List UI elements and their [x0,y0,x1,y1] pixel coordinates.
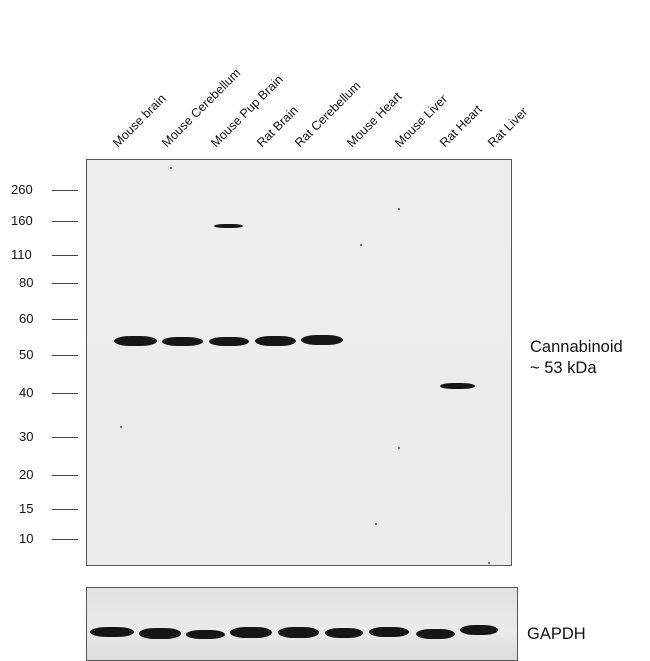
marker-tick-10 [52,539,78,540]
target-label-name: Cannabinoid [530,338,623,356]
band-gapdh-mouse-cerebellum [139,628,181,639]
marker-30: 30 [19,429,34,444]
band-rat-heart [440,383,475,389]
marker-tick-80 [52,283,78,284]
marker-15: 15 [19,501,34,516]
loading-control-label: GAPDH [527,625,586,643]
band-gapdh-rat-liver [460,625,498,635]
marker-50: 50 [19,347,34,362]
marker-110: 110 [11,247,32,262]
marker-tick-110 [52,255,78,256]
marker-tick-160 [52,221,78,222]
blot-speck [398,208,400,210]
marker-tick-60 [52,319,78,320]
marker-80: 80 [19,275,34,290]
band-gapdh-rat-cerebellum [278,627,319,638]
band-cannabinoid-mouse-pup-brain [209,337,249,346]
band-gapdh-mouse-brain [90,627,134,637]
blot-speck [488,562,490,564]
band-160kda-mouse-pup-brain [214,224,243,228]
band-gapdh-rat-brain [230,627,272,638]
blot-speck [398,447,400,449]
blot-speck [360,244,362,246]
band-gapdh-mouse-heart [325,628,363,638]
marker-10: 10 [19,531,34,546]
lane-label-rat-liver: Rat Liver [485,104,531,150]
marker-tick-40 [52,393,78,394]
band-gapdh-mouse-liver [369,627,409,637]
marker-tick-260 [52,190,78,191]
blot-speck [375,523,377,525]
band-gapdh-mouse-pup-brain [186,630,225,639]
marker-tick-30 [52,437,78,438]
gapdh-blot-membrane [86,587,518,661]
marker-160: 160 [11,213,33,228]
band-cannabinoid-rat-cerebellum [301,335,343,345]
marker-60: 60 [19,311,34,326]
blot-speck [170,167,172,169]
target-label-size: ~ 53 kDa [530,359,597,377]
band-gapdh-rat-heart [416,629,455,639]
band-cannabinoid-mouse-cerebellum [162,337,203,346]
marker-40: 40 [19,385,34,400]
band-cannabinoid-mouse-brain [114,336,157,346]
marker-tick-20 [52,475,78,476]
lane-label-rat-heart: Rat Heart [437,102,485,150]
main-blot-membrane [86,159,512,566]
band-cannabinoid-rat-brain [255,336,296,346]
marker-260: 260 [11,182,33,197]
blot-speck [120,426,122,428]
target-protein-label: Cannabinoid ~ 53 kDa [530,337,623,379]
lane-label-rat-brain: Rat Brain [254,103,301,150]
marker-tick-15 [52,509,78,510]
marker-20: 20 [19,467,34,482]
marker-tick-50 [52,355,78,356]
